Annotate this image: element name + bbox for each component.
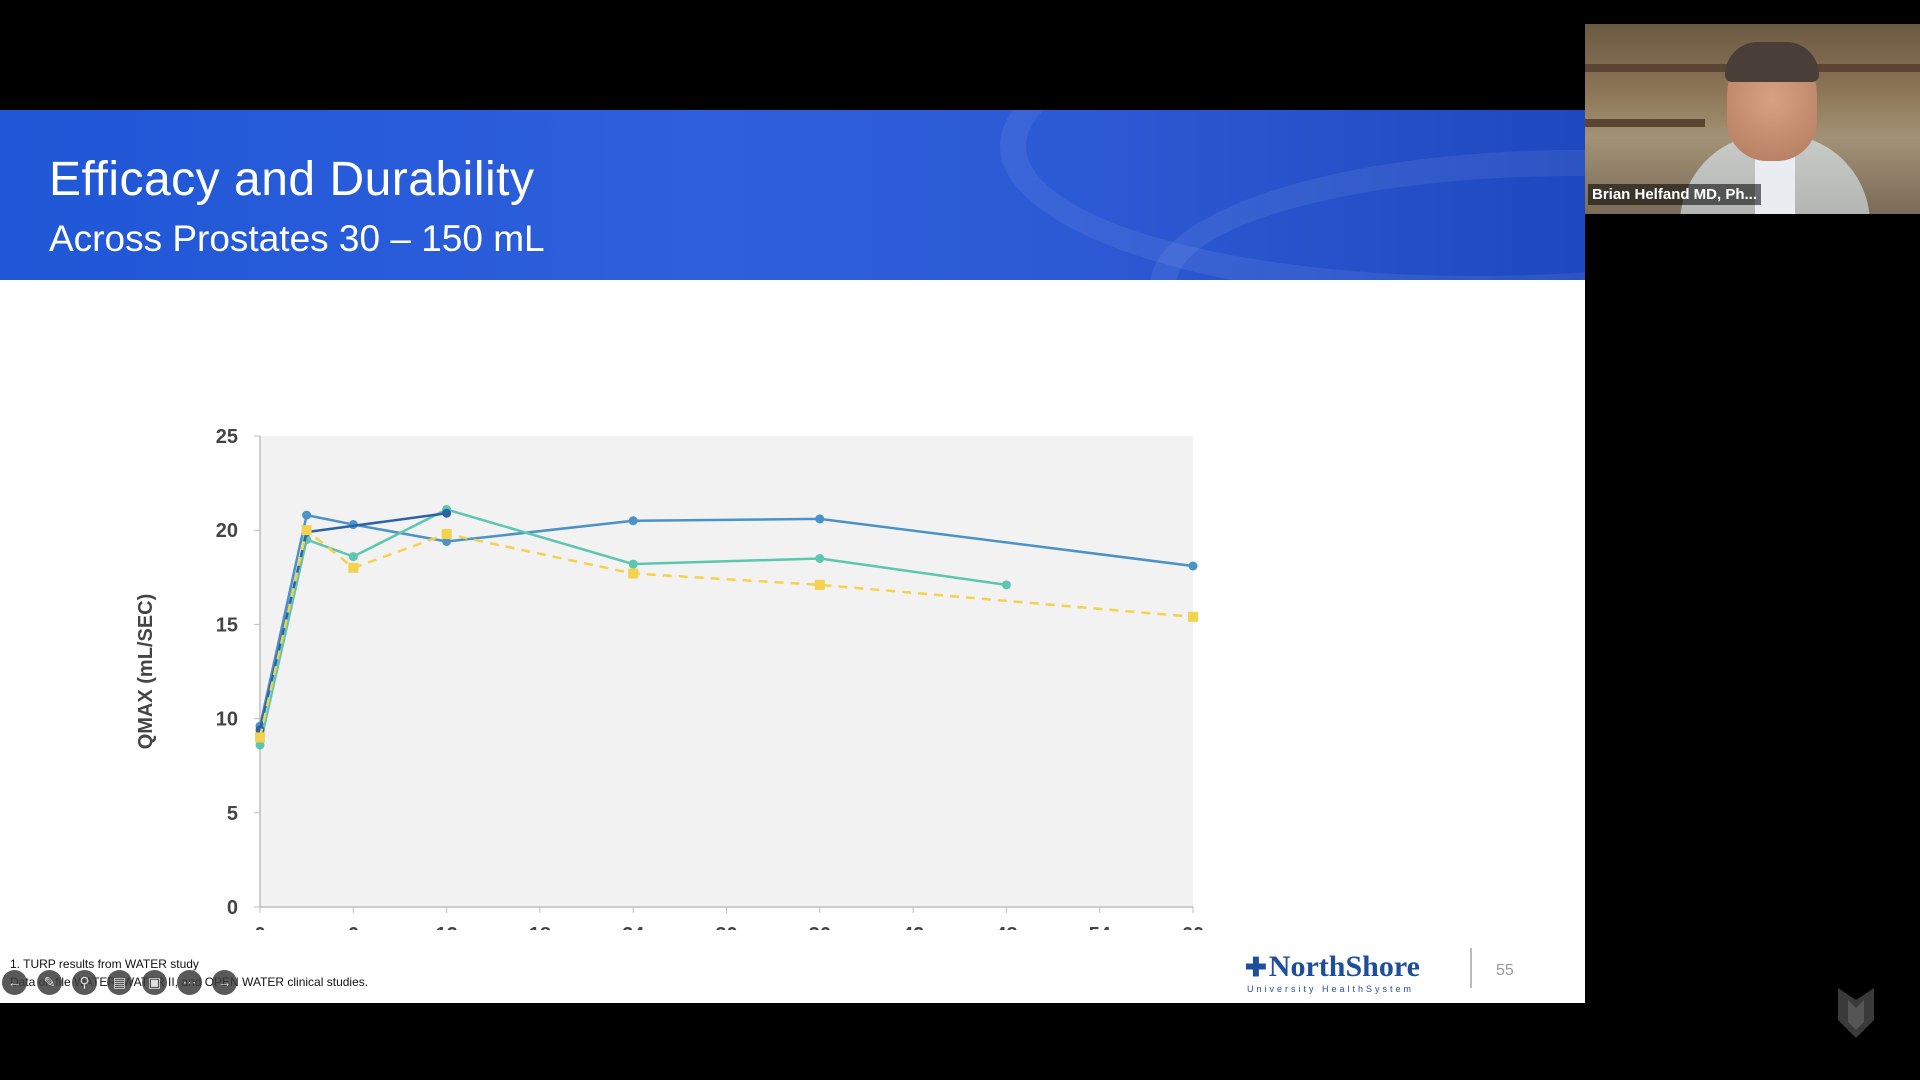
data-point	[814, 579, 825, 590]
x-tick-label: 24	[622, 924, 645, 930]
slide-title: Efficacy and Durability	[49, 153, 535, 206]
y-tick-label: 5	[227, 803, 238, 825]
presentation-slide: Efficacy and Durability Across Prostates…	[0, 110, 1585, 1003]
slide-subtitle: Across Prostates 30 – 150 mL	[49, 218, 545, 259]
data-point	[815, 553, 825, 563]
data-point	[348, 552, 358, 562]
data-point	[628, 516, 638, 526]
forward-icon[interactable]: →	[212, 970, 237, 995]
brand-watermark-icon	[1838, 988, 1874, 1038]
northshore-logo: ✚NorthShore University HealthSystem	[1245, 950, 1420, 994]
screen-icon[interactable]: ▣	[142, 970, 167, 995]
x-tick-label: 30	[715, 924, 737, 930]
data-point	[442, 537, 452, 547]
bookshelf	[1585, 119, 1705, 127]
x-tick-label: 54	[1089, 924, 1112, 930]
data-point	[628, 559, 638, 569]
plot-area	[260, 436, 1193, 907]
y-tick-label: 0	[227, 897, 238, 919]
page-number: 55	[1496, 962, 1514, 979]
x-tick-label: 6	[348, 924, 359, 930]
cross-icon: ✚	[1245, 952, 1267, 982]
data-point	[301, 525, 312, 536]
data-point	[441, 528, 452, 539]
qmax-line-chart: 051015202506121824303642485460MONTHS FRO…	[135, 426, 1204, 930]
data-point	[628, 568, 639, 579]
zoom-icon[interactable]: ⚲	[72, 970, 97, 995]
participant-hair	[1725, 42, 1819, 82]
x-tick-label: 36	[809, 924, 831, 930]
participant-video[interactable]	[1585, 24, 1920, 214]
x-tick-label: 60	[1182, 924, 1204, 930]
data-point	[348, 562, 359, 573]
y-tick-label: 15	[216, 614, 238, 636]
participant-name-label: Brian Helfand MD, Ph...	[1588, 184, 1762, 205]
data-point	[442, 508, 452, 518]
x-tick-label: 0	[254, 924, 265, 930]
back-icon[interactable]: ←	[2, 970, 27, 995]
data-point	[815, 514, 825, 524]
data-point	[1188, 611, 1198, 622]
logo-divider	[1470, 948, 1472, 988]
pen-icon[interactable]: ✎	[37, 970, 62, 995]
y-tick-label: 25	[216, 426, 238, 448]
y-tick-label: 10	[216, 709, 238, 731]
more-icon[interactable]: ⋯	[177, 970, 202, 995]
data-point	[255, 740, 265, 750]
x-tick-label: 12	[435, 924, 457, 930]
data-point	[1001, 580, 1011, 590]
data-point	[302, 510, 312, 520]
x-tick-label: 42	[902, 924, 924, 930]
y-tick-label: 20	[216, 520, 238, 542]
y-axis-label: QMAX (mL/SEC)	[135, 594, 157, 750]
x-tick-label: 18	[529, 924, 551, 930]
slide-toolbar: ← ✎ ⚲ ▤ ▣ ⋯ →	[2, 970, 237, 995]
slide-banner: Efficacy and Durability Across Prostates…	[0, 110, 1585, 280]
data-point	[255, 732, 265, 743]
logo-subtext: University HealthSystem	[1247, 984, 1415, 994]
logo-name: NorthShore	[1268, 950, 1420, 983]
x-tick-label: 48	[995, 924, 1017, 930]
data-point	[1188, 561, 1198, 571]
subtitles-icon[interactable]: ▤	[107, 970, 132, 995]
footnote-line: 1. TURP results from WATER study	[10, 957, 199, 971]
